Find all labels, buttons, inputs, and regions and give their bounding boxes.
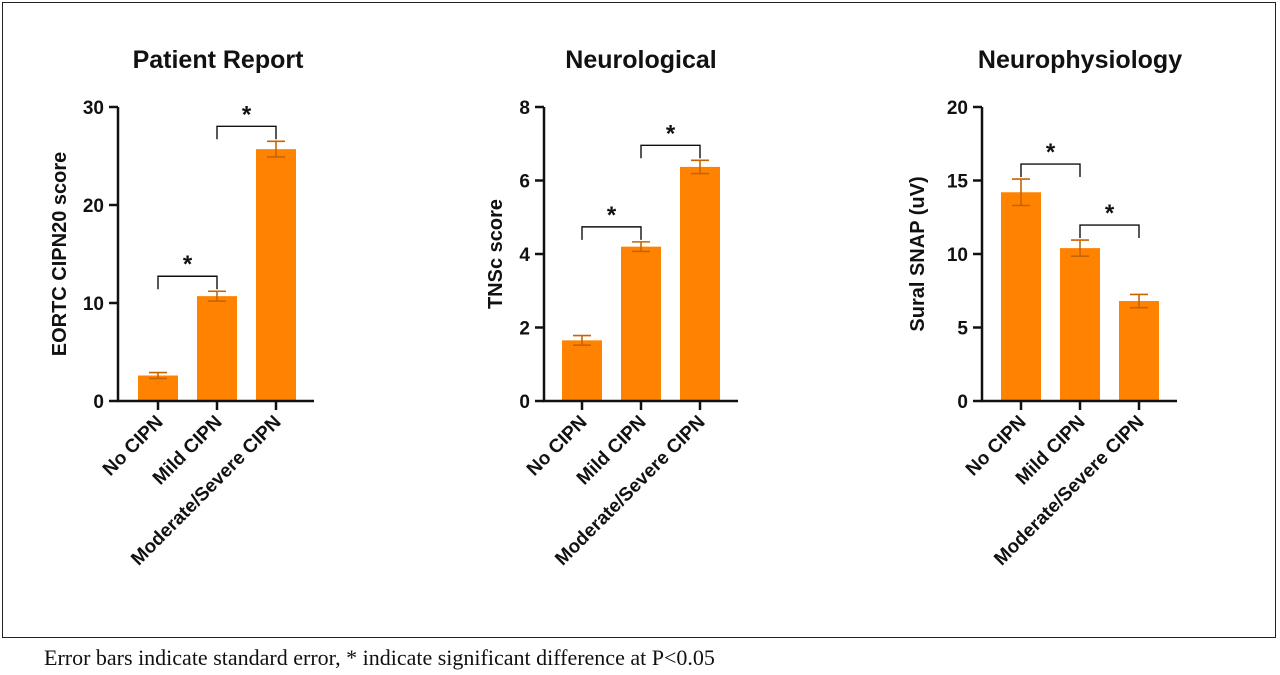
y-tick-label: 20	[947, 98, 968, 119]
bar	[562, 340, 602, 401]
significance-bracket	[216, 125, 277, 140]
y-tick-label: 0	[93, 392, 104, 413]
significance-bracket	[1079, 224, 1140, 239]
y-tick-label: 2	[519, 319, 530, 340]
chart-title: Patient Report	[133, 46, 305, 74]
significance-bracket	[640, 144, 701, 159]
bar	[1001, 192, 1041, 401]
y-tick-label: 30	[83, 98, 104, 119]
y-axis-label: TNSc score	[485, 199, 507, 309]
bar	[621, 246, 661, 401]
bar	[197, 296, 237, 401]
bar	[1060, 248, 1100, 401]
y-tick-label: 8	[519, 98, 530, 119]
significance-star: *	[1046, 139, 1056, 166]
significance-star: *	[1105, 200, 1115, 227]
y-tick-label: 15	[947, 172, 969, 193]
y-tick-label: 10	[83, 294, 104, 315]
significance-star: *	[666, 120, 676, 147]
y-axis-label: EORTC CIPN20 score	[49, 152, 71, 357]
bar	[256, 149, 296, 401]
y-tick-label: 20	[83, 196, 104, 217]
chart-title: Neurological	[565, 46, 716, 74]
significance-star: *	[183, 251, 193, 278]
figure-frame	[2, 2, 1276, 638]
y-tick-label: 5	[957, 319, 968, 340]
y-tick-label: 0	[957, 392, 968, 413]
y-tick-label: 10	[947, 245, 968, 266]
significance-bracket	[1020, 163, 1081, 178]
y-tick-label: 6	[519, 172, 530, 193]
significance-star: *	[607, 202, 617, 229]
y-tick-label: 4	[519, 245, 530, 266]
y-axis-label: Sural SNAP (uV)	[907, 176, 929, 331]
bar	[1119, 301, 1159, 401]
significance-bracket	[581, 226, 642, 240]
figure-caption: Error bars indicate standard error, * in…	[44, 645, 715, 670]
chart-title: Neurophysiology	[978, 46, 1182, 74]
significance-star: *	[242, 101, 252, 128]
significance-bracket	[157, 275, 218, 290]
bar	[138, 375, 178, 401]
bar	[680, 166, 720, 401]
y-tick-label: 0	[519, 392, 530, 413]
